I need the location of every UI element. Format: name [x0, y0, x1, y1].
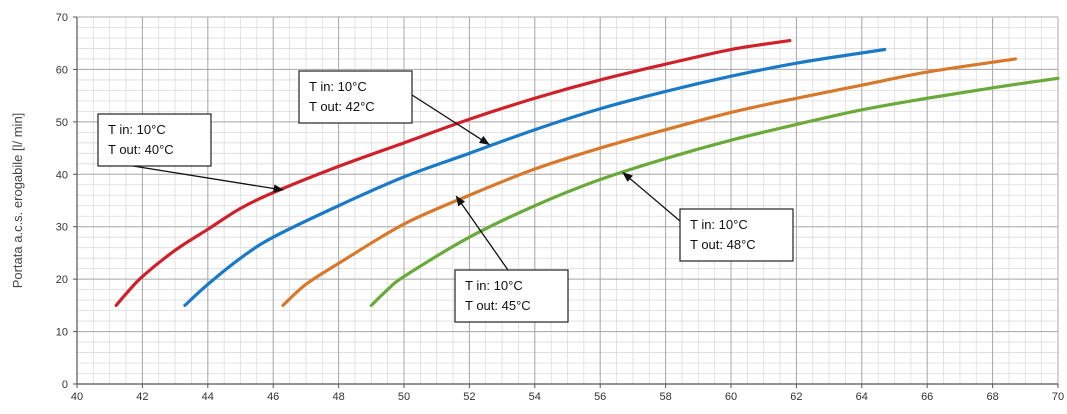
x-tick-label: 70 — [1052, 391, 1064, 403]
x-tick-label: 54 — [529, 391, 541, 403]
annotation-4: T in: 10°C T out: 48°C — [622, 172, 794, 262]
annotation-line-2: T out: 48°C — [690, 237, 756, 252]
annotation-line-2: T out: 40°C — [108, 142, 174, 157]
x-tick-label: 50 — [398, 391, 410, 403]
x-tick-label: 58 — [659, 391, 671, 403]
x-tick-label: 40 — [71, 391, 83, 403]
series-line-1 — [114, 38, 792, 307]
x-tick-label: 44 — [202, 391, 214, 403]
annotation-1: T in: 10°C T out: 40°C — [97, 113, 285, 193]
annotation-box — [298, 70, 413, 124]
annotation-line-1: T in: 10°C — [108, 122, 166, 137]
y-axis-label: Portata a.c.s. erogabile [l/ min] — [10, 113, 25, 289]
y-tick-label: 0 — [62, 379, 68, 391]
x-tick-label: 68 — [986, 391, 998, 403]
x-axis-ticks: 40 42 44 46 48 50 52 54 56 58 60 62 64 66 68 70 — [71, 384, 1064, 403]
x-tick-label: 56 — [594, 391, 606, 403]
x-tick-label: 62 — [790, 391, 802, 403]
annotation-2: T in: 10°C T out: 42°C — [298, 70, 490, 145]
x-tick-label: 66 — [921, 391, 933, 403]
y-axis-ticks: 0 10 20 30 40 50 60 70 — [56, 12, 77, 391]
y-tick-label: 40 — [56, 169, 68, 181]
annotation-line-1: T in: 10°C — [309, 79, 367, 94]
y-tick-label: 20 — [56, 274, 68, 286]
y-tick-label: 10 — [56, 327, 68, 339]
series-lines — [114, 38, 1060, 307]
y-tick-label: 30 — [56, 222, 68, 234]
annotation-arrow — [622, 172, 681, 222]
y-tick-label: 70 — [56, 12, 68, 24]
annotation-arrow — [411, 94, 490, 145]
x-tick-label: 52 — [463, 391, 475, 403]
series-line-3 — [281, 57, 1018, 307]
annotation-box — [454, 269, 569, 323]
y-tick-label: 50 — [56, 117, 68, 129]
annotation-line-2: T out: 42°C — [309, 99, 375, 114]
y-tick-label: 60 — [56, 64, 68, 76]
x-tick-label: 42 — [136, 391, 148, 403]
x-tick-label: 60 — [725, 391, 737, 403]
series-line-2 — [183, 47, 887, 307]
series-line-4 — [369, 76, 1060, 307]
annotation-arrow — [455, 195, 509, 271]
axes — [76, 17, 1058, 385]
annotations: T in: 10°C T out: 40°C T in: 10°C T out: 42… — [97, 70, 794, 323]
x-tick-label: 48 — [332, 391, 344, 403]
x-tick-label: 64 — [856, 391, 868, 403]
annotation-line-2: T out: 45°C — [465, 298, 531, 313]
annotation-arrow — [132, 165, 285, 193]
annotation-line-1: T in: 10°C — [690, 217, 748, 232]
annotation-3: T in: 10°C T out: 45°C — [454, 195, 569, 323]
minor-gridlines — [76, 16, 1059, 385]
annotation-box — [679, 208, 794, 262]
annotation-box — [97, 113, 212, 167]
annotation-line-1: T in: 10°C — [465, 278, 523, 293]
x-tick-label: 46 — [267, 391, 279, 403]
